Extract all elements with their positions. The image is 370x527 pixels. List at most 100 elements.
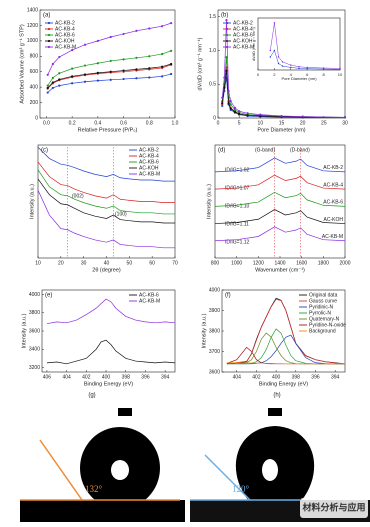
substrate (20, 500, 185, 522)
x-tick-label: 1800 (318, 260, 329, 266)
x-tick-label: 1.0 (172, 120, 179, 126)
y-tick-label: 3900 (209, 308, 220, 314)
data-point (273, 22, 276, 24)
plot-frame (257, 17, 341, 71)
data-point (161, 52, 164, 56)
y-tick-label: 0 (35, 115, 38, 121)
contact-angle-g: 132° (g) (20, 393, 185, 522)
data-point (233, 108, 237, 111)
legend-label: AC-KB-4 (55, 26, 75, 32)
data-point (280, 114, 283, 118)
plot-frame (39, 9, 176, 119)
data-point (58, 55, 61, 59)
series-line (226, 362, 345, 365)
panel-label: (h) (273, 393, 280, 399)
x-tick-label: 2000 (339, 260, 350, 266)
legend-label: AC-KB-2 (323, 165, 343, 171)
x-tick-label: 4 (290, 72, 293, 77)
x-tick-label: 8 (322, 72, 325, 77)
legend-label: Pyridinic-N (309, 304, 334, 310)
y-tick-label: 4000 (209, 287, 220, 293)
annotation: (100) (115, 211, 127, 217)
x-tick-label: 6 (306, 72, 309, 77)
y-tick-label: 0 (213, 115, 216, 121)
x-tick-label: 800 (211, 260, 220, 266)
legend-label: AC-KB-6 (233, 32, 253, 38)
data-point (51, 76, 54, 79)
legend-label: AC-KB-2 (233, 20, 253, 26)
legend-marker (47, 39, 51, 43)
data-point (229, 103, 232, 106)
legend-label: AC-KB-2 (55, 20, 75, 26)
series-line (214, 191, 346, 207)
x-tick-label: 10 (258, 120, 264, 126)
legend-label: AC-KB-M (322, 234, 343, 240)
x-tick-label: 398 (292, 374, 301, 380)
y-tick-label: 600 (30, 69, 39, 75)
data-point (46, 84, 49, 87)
x-tick-label: 402 (252, 374, 261, 380)
series-line (214, 226, 346, 242)
x-axis-label: 2θ (degree) (92, 267, 121, 273)
x-tick-label: 1000 (231, 260, 242, 266)
data-point (238, 110, 241, 113)
x-tick-label: 406 (43, 374, 52, 380)
series-line (221, 70, 345, 118)
data-point (225, 69, 228, 72)
series-line (47, 63, 172, 89)
x-tick-label: 15 (279, 120, 285, 126)
data-point (122, 32, 125, 36)
y-tick-label: 3700 (209, 349, 220, 355)
data-point (135, 29, 138, 32)
data-point (269, 49, 271, 52)
chart-panel: 10 20 30 40 50 60 70 2θ (degree) Intensity (a.u.… (29, 144, 178, 273)
annotation: ID/IG=1.02 (225, 167, 250, 173)
y-tick-label: 400 (30, 84, 39, 90)
data-point (46, 86, 49, 90)
y-axis-label: Intensity (a.u.) (201, 313, 207, 348)
needle (268, 408, 282, 416)
panel-label: (f) (225, 293, 231, 299)
y-axis-label: Intensity (a.u.) (21, 313, 27, 348)
chart-panel: 0.0 0.2 0.4 0.6 0.8 1.0 0 200 400 600 800 1000 1200 1… (19, 7, 178, 133)
y-tick-label: 0.5 (209, 82, 216, 88)
panel-label: (d) (218, 148, 225, 154)
y-axis-label: dV/dD (cm³ g⁻¹ nm⁻¹) (197, 37, 203, 90)
series-line (214, 174, 346, 190)
data-point (122, 58, 125, 61)
legend-label: AC-KB-4 (233, 26, 253, 32)
y-axis-label: Intensity (a.u.) (206, 184, 212, 219)
legend-label: AC-KB-6 (139, 159, 159, 165)
legend-marker (47, 27, 51, 31)
data-point (148, 55, 151, 58)
data-point (233, 106, 237, 109)
data-point (227, 102, 230, 105)
series-line (221, 77, 345, 118)
x-tick-label: 60 (149, 260, 155, 266)
y-tick-label: 1200 (27, 23, 38, 29)
series-line (47, 50, 172, 86)
x-tick-label: 402 (82, 374, 91, 380)
highlight (111, 460, 129, 480)
y-tick-label: 1000 (27, 38, 38, 44)
data-point (83, 43, 87, 46)
y-tick-label: 3600 (29, 328, 40, 334)
series-line (37, 178, 175, 224)
watermark-bg (300, 498, 368, 518)
data-point (170, 72, 173, 76)
highlight (262, 459, 278, 481)
x-tick-label: 30 (81, 260, 87, 266)
data-point (71, 49, 74, 52)
series-line (37, 161, 175, 203)
x-axis-label: Pore Diameter (nm) (257, 127, 305, 133)
data-point (96, 79, 99, 82)
x-tick-label: 50 (127, 260, 133, 266)
data-point (277, 56, 280, 58)
x-tick-label: 1400 (274, 260, 285, 266)
data-point (83, 73, 87, 76)
y-axis-label: Intensity (a.u.) (29, 184, 35, 219)
data-point (96, 62, 99, 65)
data-point (135, 56, 138, 59)
x-tick-label: 0.6 (120, 120, 127, 126)
series-line (226, 298, 346, 365)
